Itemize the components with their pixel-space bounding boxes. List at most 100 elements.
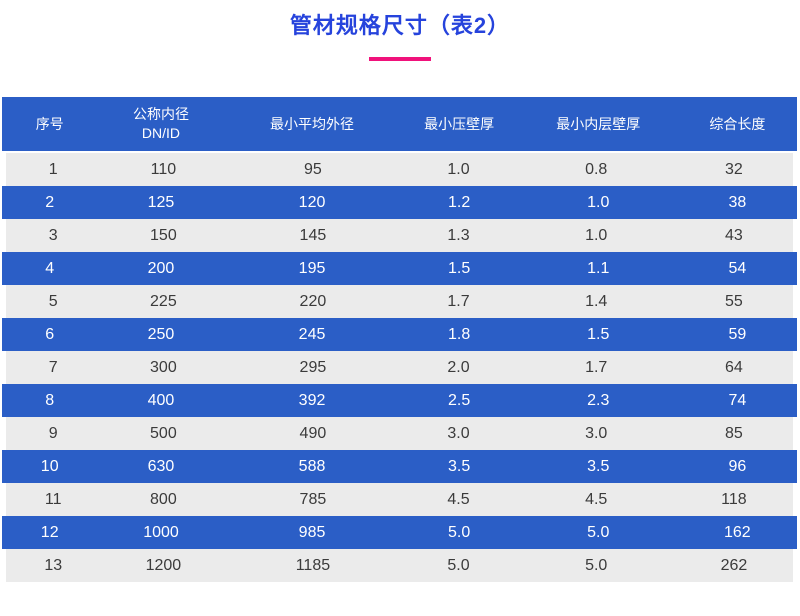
table-cell: 1.7: [447, 292, 470, 310]
column-header-min-inner-layer-wall-thickness: 最小内层壁厚: [556, 115, 641, 132]
table-cell: 7: [48, 358, 58, 376]
table-cell: 300: [150, 358, 177, 376]
table-cell: 118: [721, 490, 747, 508]
table-cell: 38: [728, 193, 747, 211]
table-cell: 1.0: [587, 193, 610, 211]
table-body: 1 110 95 1.0 0.8 32 2 125 120 1.2 1.0 38 3 150 145 1.3 1…: [2, 153, 797, 582]
table-cell: 2.5: [447, 391, 471, 409]
table-cell: 1.4: [585, 292, 608, 310]
column-header-nominal-inner-diameter: 公称内径 DN/ID: [97, 105, 224, 143]
table-row: 13 1200 1185 5.0 5.0 262: [6, 549, 793, 582]
table-row: 8 400 392 2.5 2.3 74: [2, 384, 797, 417]
table-row: 6 250 245 1.8 1.5 59: [2, 318, 797, 351]
table-cell: 1.2: [447, 193, 471, 211]
page-title: 管材规格尺寸（表2）: [289, 13, 511, 38]
table-cell: 490: [299, 424, 327, 442]
column-header-overall-length: 综合长度: [709, 115, 766, 132]
table-cell: 5.0: [585, 556, 608, 574]
table-cell: 1.5: [587, 325, 610, 343]
table-cell: 630: [147, 457, 175, 475]
table-row: 10 630 588 3.5 3.5 96: [2, 450, 797, 483]
table-cell: 1: [48, 160, 58, 178]
table-cell: 3: [48, 226, 58, 244]
table-cell: 96: [728, 457, 747, 475]
table-cell: 5.0: [587, 523, 610, 541]
table-cell: 250: [147, 325, 175, 343]
table-cell: 1.1: [587, 259, 610, 277]
table-cell: 588: [298, 457, 326, 475]
table-cell: 110: [150, 160, 177, 178]
table-cell: 54: [728, 259, 747, 277]
table-cell: 4.5: [585, 490, 608, 508]
column-header-min-average-outer-diameter: 最小平均外径: [270, 115, 355, 132]
table-cell: 3.5: [447, 457, 471, 475]
table-cell: 4: [45, 259, 55, 277]
table-cell: 64: [725, 358, 743, 376]
table-row: 12 1000 985 5.0 5.0 162: [2, 516, 797, 549]
table-cell: 985: [298, 523, 326, 541]
table-cell: 43: [725, 226, 743, 244]
table-cell: 2.3: [587, 391, 610, 409]
table-cell: 785: [299, 490, 327, 508]
table-cell: 32: [725, 160, 743, 178]
table-cell: 55: [725, 292, 743, 310]
table-cell: 13: [44, 556, 63, 574]
table-cell: 11: [44, 490, 62, 508]
table-cell: 6: [45, 325, 55, 343]
table-row: 1 110 95 1.0 0.8 32: [6, 153, 793, 186]
table-cell: 1.8: [447, 325, 471, 343]
table-row: 5 225 220 1.7 1.4 55: [6, 285, 793, 318]
table-cell: 162: [723, 523, 751, 541]
table-cell: 1.3: [447, 226, 470, 244]
table-row: 2 125 120 1.2 1.0 38: [2, 186, 797, 219]
table-cell: 200: [147, 259, 175, 277]
table-cell: 1.7: [585, 358, 608, 376]
table-cell: 59: [728, 325, 747, 343]
column-header-nominal-inner-diameter-label: 公称内径: [132, 106, 189, 123]
table-cell: 400: [147, 391, 175, 409]
table-cell: 120: [298, 193, 326, 211]
table-cell: 295: [299, 358, 327, 376]
table-header-row: 序号 公称内径 DN/ID 最小平均外径 最小压壁厚 最小内层壁厚 综合长度: [2, 97, 797, 151]
table-cell: 220: [299, 292, 327, 310]
table-cell: 0.8: [585, 160, 608, 178]
table-cell: 225: [150, 292, 177, 310]
table-cell: 145: [299, 226, 327, 244]
table-cell: 74: [728, 391, 747, 409]
table-cell: 245: [298, 325, 326, 343]
spec-table: 序号 公称内径 DN/ID 最小平均外径 最小压壁厚 最小内层壁厚 综合长度 1…: [2, 97, 797, 582]
table-cell: 800: [150, 490, 177, 508]
column-header-index: 序号: [35, 115, 64, 132]
table-row: 4 200 195 1.5 1.1 54: [2, 252, 797, 285]
table-cell: 125: [147, 193, 175, 211]
table-cell: 1200: [145, 556, 182, 574]
table-cell: 9: [48, 424, 58, 442]
table-row: 9 500 490 3.0 3.0 85: [6, 417, 793, 450]
table-cell: 95: [304, 160, 322, 178]
column-header-min-pressure-wall-thickness: 最小压壁厚: [424, 115, 495, 132]
table-cell: 195: [298, 259, 326, 277]
table-cell: 85: [725, 424, 743, 442]
title-underline-accent: [369, 57, 431, 61]
table-cell: 392: [298, 391, 326, 409]
table-cell: 2: [45, 193, 55, 211]
table-cell: 500: [150, 424, 177, 442]
table-row: 7 300 295 2.0 1.7 64: [6, 351, 793, 384]
table-cell: 2.0: [447, 358, 470, 376]
table-cell: 5.0: [447, 556, 470, 574]
table-cell: 3.5: [587, 457, 610, 475]
table-cell: 12: [40, 523, 59, 541]
table-cell: 10: [40, 457, 59, 475]
header-separator: [2, 151, 797, 153]
table-cell: 5.0: [447, 523, 471, 541]
table-cell: 3.0: [447, 424, 470, 442]
table-row: 11 800 785 4.5 4.5 118: [6, 483, 793, 516]
table-cell: 1.0: [447, 160, 470, 178]
table-cell: 5: [48, 292, 58, 310]
table-cell: 3.0: [585, 424, 608, 442]
table-cell: 150: [150, 226, 177, 244]
table-row: 3 150 145 1.3 1.0 43: [6, 219, 793, 252]
table-cell: 1000: [143, 523, 179, 541]
column-header-nominal-inner-diameter-sub: DN/ID: [141, 125, 181, 141]
table-cell: 8: [45, 391, 55, 409]
